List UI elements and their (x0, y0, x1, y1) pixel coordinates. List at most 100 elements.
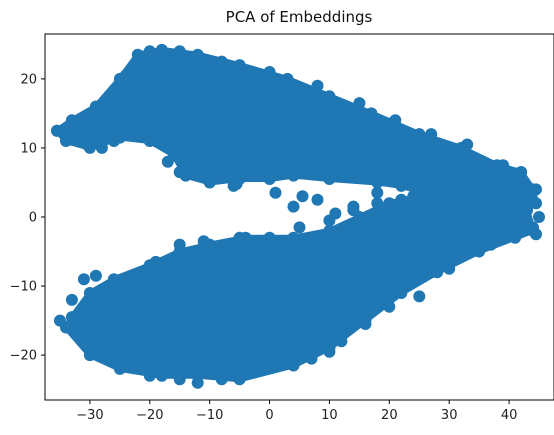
cluster-edge-point (65, 311, 78, 324)
scatter-point (143, 45, 156, 58)
cluster-edge-point (395, 179, 408, 192)
scatter-point (491, 207, 504, 220)
cluster-edge-point (107, 273, 120, 286)
scatter-point (173, 373, 186, 386)
scatter-point (287, 200, 300, 213)
scatter-point (107, 287, 120, 299)
scatter-point (149, 255, 162, 268)
cluster-edge-point (143, 135, 156, 147)
scatter-point (65, 293, 78, 306)
scatter-point (146, 66, 159, 78)
scatter-point (461, 138, 474, 151)
scatter-point (419, 204, 432, 217)
y-tick-label: 0 (29, 211, 37, 226)
scatter-point (245, 366, 258, 379)
scatter-point (371, 197, 384, 210)
cluster-lower-band (63, 179, 536, 383)
scatter-point (173, 45, 186, 58)
scatter-point (51, 124, 63, 137)
scatter-point (473, 207, 486, 220)
scatter-point (530, 183, 542, 196)
cluster-edge-point (89, 100, 102, 113)
scatter-point (215, 373, 228, 386)
cluster-edge-point (65, 114, 78, 127)
cluster-edge-point (287, 359, 300, 372)
scatter-point (395, 193, 408, 206)
scatter-point (347, 200, 360, 213)
scatter-point (263, 231, 276, 244)
cluster-edge-point (83, 287, 96, 299)
scatter-point (71, 328, 84, 341)
y-tick-label: −10 (10, 280, 37, 295)
scatter-point (371, 186, 384, 199)
x-tick-label: −10 (196, 408, 223, 423)
scatter-point (95, 141, 108, 154)
x-tick-label: −20 (136, 408, 163, 423)
scatter-point (203, 173, 216, 185)
cluster-edge-point (383, 197, 396, 210)
scatter-point (89, 342, 102, 355)
scatter-point (437, 176, 450, 189)
cluster-edge-point (281, 72, 294, 85)
scatter-point (173, 238, 186, 251)
scatter-point (359, 318, 372, 330)
scatter-point (530, 228, 542, 241)
cluster-edge-point (395, 287, 408, 299)
scatter-point (230, 177, 243, 190)
scatter-point (311, 79, 324, 92)
scatter-point (443, 262, 456, 275)
cluster-edge-point (371, 176, 384, 189)
cluster-edge-point (473, 245, 486, 258)
x-tick-label: 20 (381, 408, 398, 423)
scatter-point (113, 359, 126, 372)
scatter-point (503, 190, 516, 203)
scatter-point (233, 231, 246, 244)
scatter-point (461, 245, 474, 258)
scatter-point (77, 273, 90, 286)
scatter-point (191, 376, 204, 389)
cluster-edge-point (233, 373, 246, 386)
y-axis-ticks: −20 −10 0 10 20 (10, 72, 45, 364)
scatter-point (119, 69, 132, 82)
scatter-point (413, 290, 426, 303)
cluster-edge-point (191, 48, 204, 61)
y-tick-label: −20 (10, 349, 37, 364)
scatter-points (51, 43, 545, 389)
scatter-point (125, 269, 138, 282)
scatter-point (197, 235, 210, 248)
x-tick-label: 0 (265, 408, 273, 423)
x-tick-label: 40 (501, 408, 518, 423)
scatter-point (215, 55, 228, 68)
scatter-point (353, 97, 366, 110)
cluster-edge-point (323, 90, 336, 103)
cluster-edge-point (287, 231, 300, 244)
scatter-point (497, 159, 510, 172)
cluster-edge-point (365, 107, 378, 120)
scatter-point (407, 190, 420, 203)
x-tick-label: 30 (441, 408, 458, 423)
cluster-edge-point (413, 128, 426, 141)
scatter-point (54, 314, 66, 327)
cluster-edge-point (233, 59, 246, 72)
scatter-point (509, 217, 522, 230)
cluster-edge-point (521, 204, 534, 217)
scatter-point (497, 231, 510, 244)
scatter-point (485, 238, 498, 251)
x-tick-label: 10 (321, 408, 338, 423)
scatter-point (80, 138, 93, 151)
cluster-edge-point (155, 43, 168, 56)
scatter-point (89, 269, 102, 282)
cluster-edge-point (509, 231, 522, 244)
scatter-point (296, 190, 309, 203)
scatter-point (293, 221, 306, 234)
scatter-point (269, 186, 282, 199)
y-tick-label: 20 (20, 72, 37, 87)
scatter-point (143, 369, 156, 382)
scatter-point (323, 345, 336, 358)
scatter-point (485, 169, 498, 182)
scatter-point (263, 66, 276, 78)
cluster-edge-point (431, 266, 444, 279)
chart-title: PCA of Embeddings (226, 8, 373, 26)
scatter-point (305, 352, 318, 365)
